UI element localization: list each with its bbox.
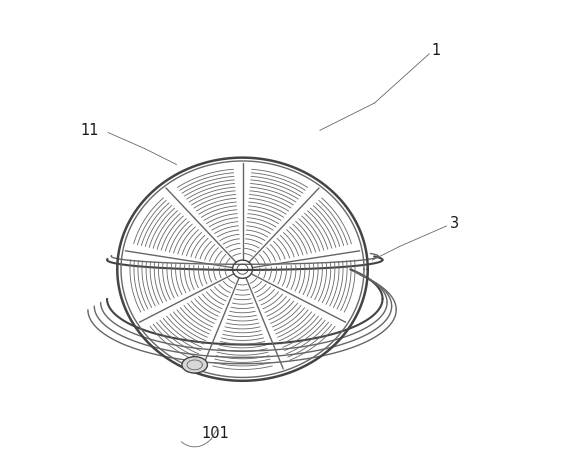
Text: 1: 1	[431, 43, 441, 58]
Ellipse shape	[182, 357, 208, 373]
Text: 3: 3	[450, 216, 459, 231]
Text: 101: 101	[201, 426, 229, 441]
Text: 11: 11	[81, 123, 99, 138]
